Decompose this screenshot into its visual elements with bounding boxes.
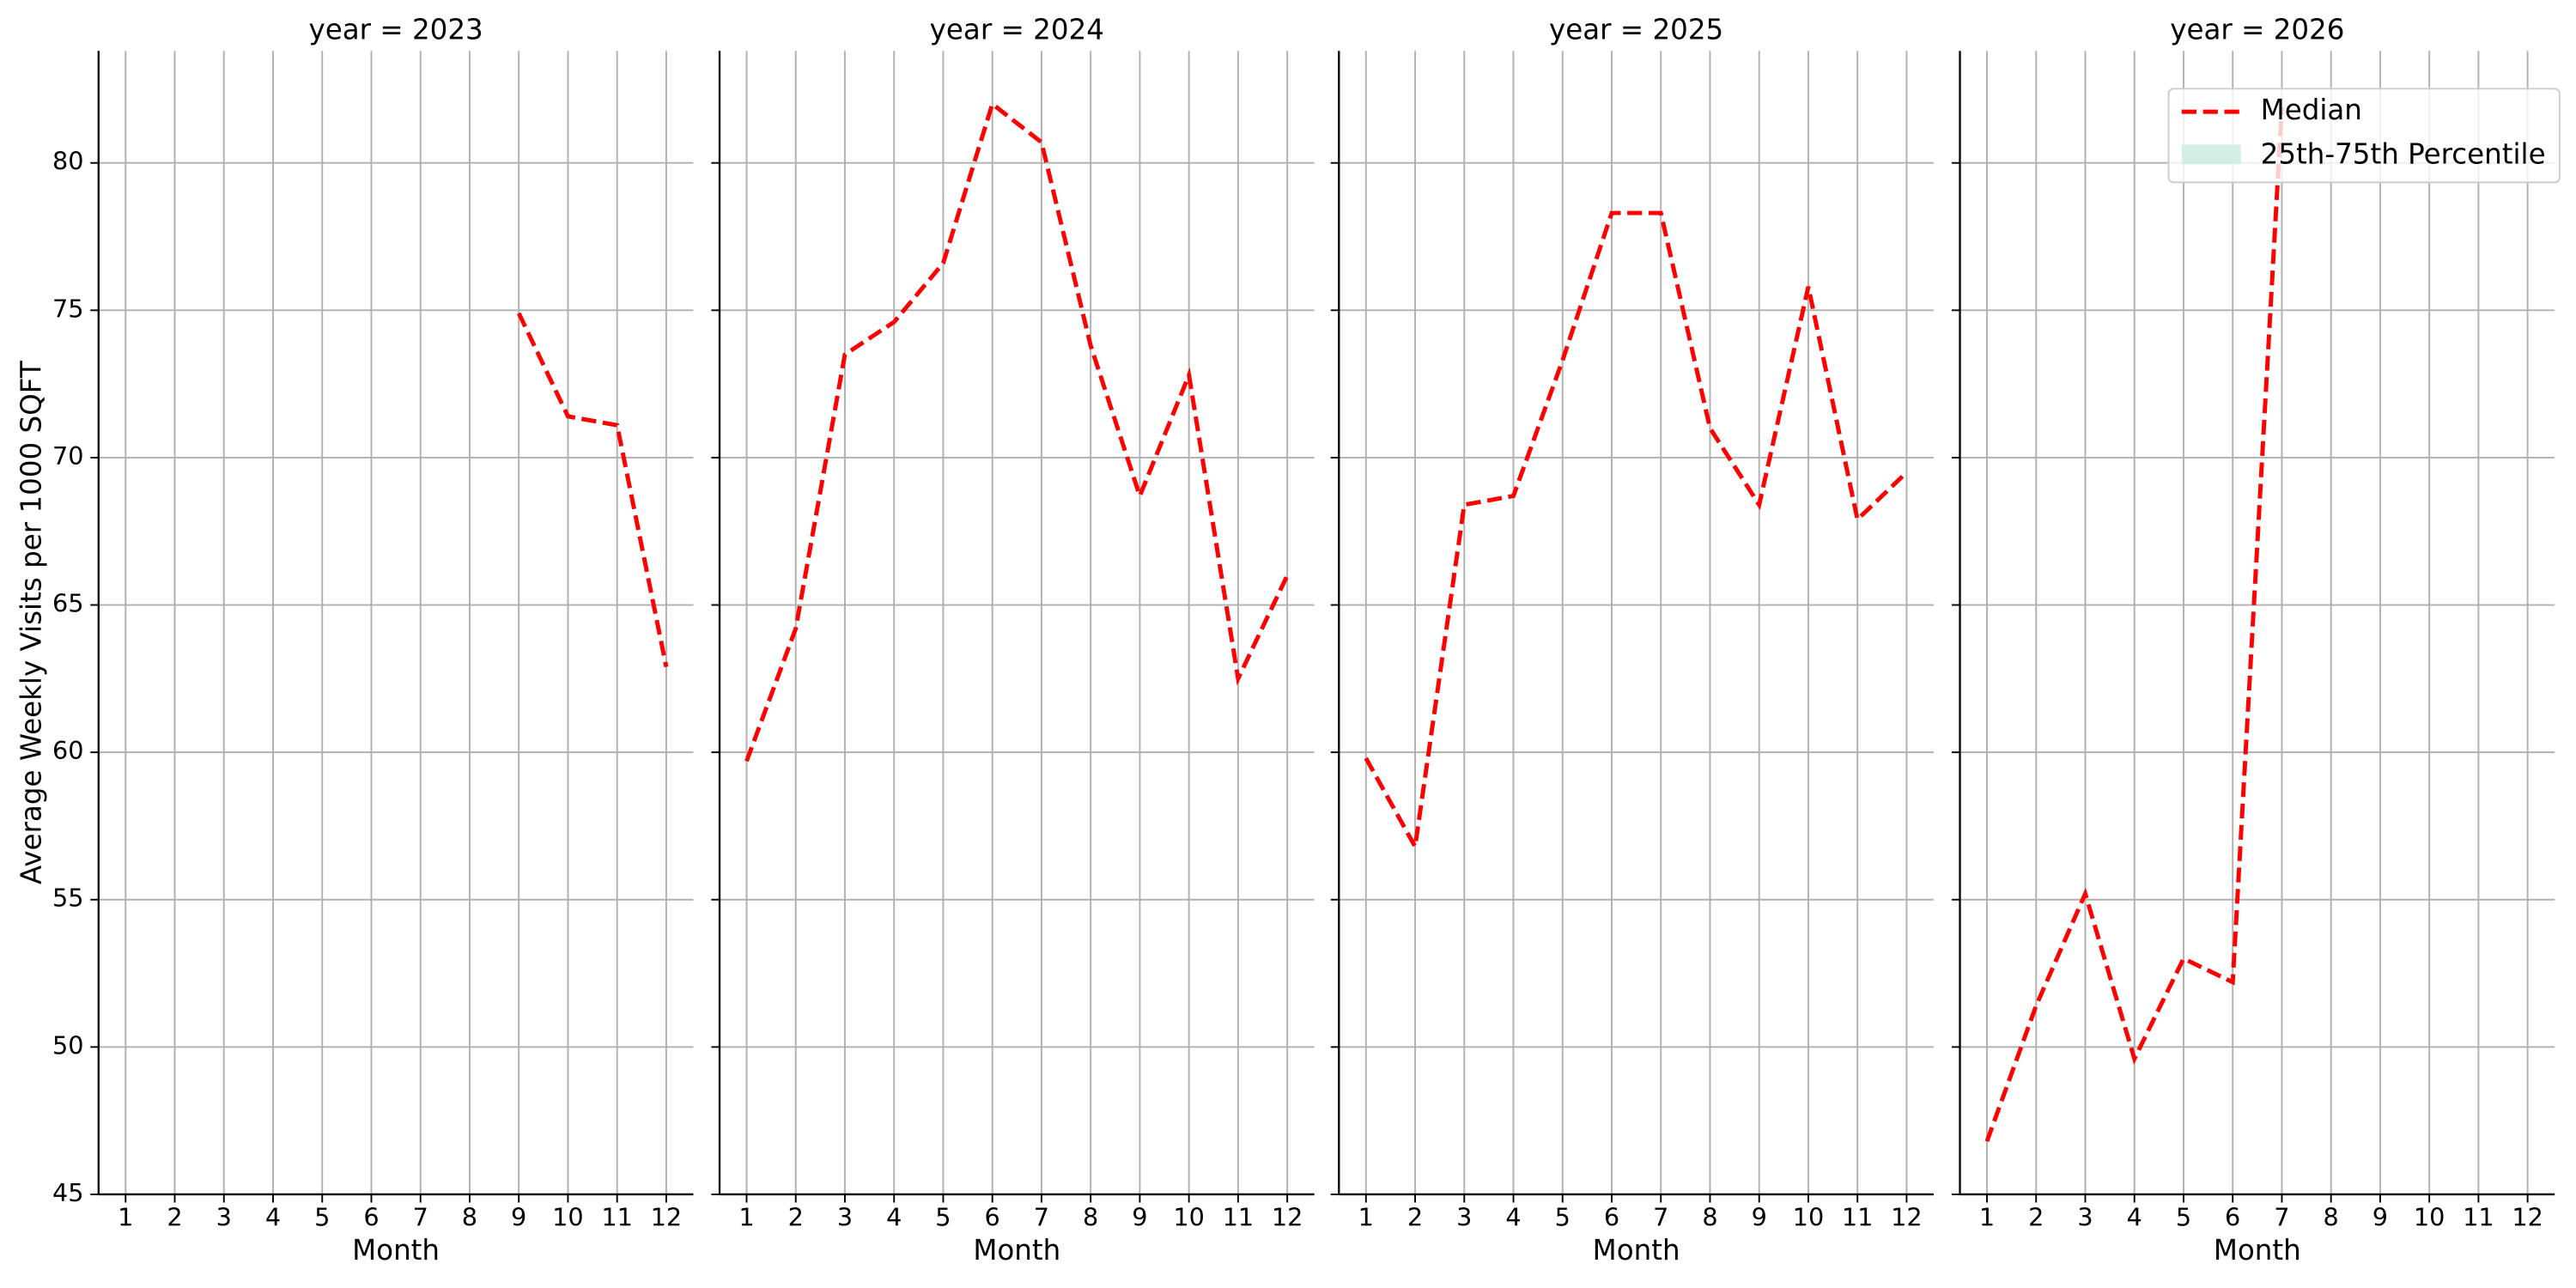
x-axis-label: Month	[352, 1234, 440, 1267]
y-tick-label: 80	[52, 147, 84, 176]
x-tick-label: 7	[2274, 1203, 2289, 1232]
y-tick-label: 70	[52, 441, 84, 471]
x-tick-label: 2	[167, 1203, 182, 1232]
x-tick-label: 10	[552, 1203, 584, 1232]
y-axis-label: Average Weekly Visits per 1000 SQFT	[15, 361, 47, 884]
x-axis-label: Month	[2214, 1234, 2301, 1267]
x-tick-label: 1	[738, 1203, 754, 1232]
legend-label: 25th-75th Percentile	[2261, 138, 2546, 171]
x-tick-label: 3	[1456, 1203, 1472, 1232]
y-tick-label: 65	[52, 589, 84, 618]
x-tick-label: 1	[1358, 1203, 1374, 1232]
x-tick-label: 5	[314, 1203, 330, 1232]
x-tick-label: 6	[363, 1203, 379, 1232]
legend-swatch	[2181, 144, 2241, 165]
x-tick-label: 10	[1793, 1203, 1825, 1232]
x-tick-label: 3	[837, 1203, 853, 1232]
x-tick-label: 6	[2225, 1203, 2240, 1232]
x-tick-label: 2	[2028, 1203, 2044, 1232]
x-tick-label: 7	[413, 1203, 428, 1232]
x-tick-label: 9	[511, 1203, 526, 1232]
x-axis-label: Month	[1593, 1234, 1680, 1267]
x-tick-label: 2	[788, 1203, 804, 1232]
panel-title: year = 2026	[2170, 13, 2344, 46]
x-tick-label: 3	[216, 1203, 232, 1232]
x-tick-label: 12	[1891, 1203, 1923, 1232]
panel-title: year = 2025	[1549, 13, 1723, 46]
y-tick-label: 75	[52, 294, 84, 323]
x-tick-label: 11	[2463, 1203, 2494, 1232]
x-tick-label: 4	[265, 1203, 281, 1232]
y-tick-label: 55	[52, 884, 84, 913]
x-axis-label: Month	[973, 1234, 1060, 1267]
x-tick-label: 6	[1604, 1203, 1619, 1232]
x-tick-label: 8	[462, 1203, 477, 1232]
x-tick-label: 4	[2127, 1203, 2142, 1232]
x-tick-label: 9	[1132, 1203, 1147, 1232]
x-tick-label: 10	[2414, 1203, 2445, 1232]
x-tick-label: 3	[2077, 1203, 2093, 1232]
x-tick-label: 12	[2512, 1203, 2543, 1232]
x-tick-label: 11	[1842, 1203, 1874, 1232]
x-tick-label: 11	[601, 1203, 633, 1232]
x-tick-label: 12	[1272, 1203, 1303, 1232]
legend-box	[2167, 88, 2561, 184]
x-tick-label: 6	[985, 1203, 1000, 1232]
panel-title: year = 2024	[930, 13, 1104, 46]
x-tick-label: 2	[1407, 1203, 1423, 1232]
x-tick-label: 1	[1979, 1203, 1995, 1232]
y-tick-label: 50	[52, 1030, 84, 1060]
x-tick-label: 8	[1702, 1203, 1717, 1232]
x-tick-label: 7	[1034, 1203, 1049, 1232]
x-tick-label: 5	[2176, 1203, 2191, 1232]
x-tick-label: 5	[935, 1203, 951, 1232]
series-line	[1364, 210, 1909, 854]
x-tick-label: 10	[1173, 1203, 1205, 1232]
series-line	[744, 100, 1290, 762]
x-tick-label: 8	[1083, 1203, 1098, 1232]
panel-title: year = 2023	[308, 13, 483, 46]
x-tick-label: 12	[651, 1203, 683, 1232]
y-tick-label: 45	[52, 1178, 84, 1207]
x-tick-label: 7	[1653, 1203, 1668, 1232]
series-line	[1984, 106, 2284, 1143]
legend-label: Median	[2261, 94, 2362, 126]
x-tick-label: 4	[1505, 1203, 1521, 1232]
x-tick-label: 9	[1752, 1203, 1767, 1232]
x-tick-label: 1	[118, 1203, 133, 1232]
x-tick-label: 8	[2324, 1203, 2339, 1232]
y-tick-label: 60	[52, 736, 84, 765]
series-line	[516, 312, 669, 668]
x-tick-label: 9	[2372, 1203, 2388, 1232]
x-tick-label: 4	[886, 1203, 902, 1232]
x-tick-label: 11	[1223, 1203, 1255, 1232]
x-tick-label: 5	[1555, 1203, 1571, 1232]
